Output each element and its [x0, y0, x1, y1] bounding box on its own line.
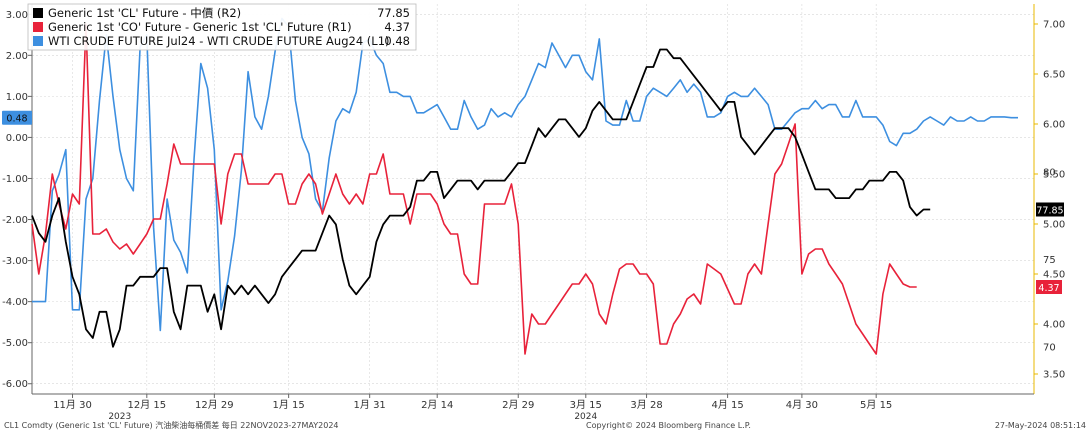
left-tick-label: -6.00	[2, 379, 28, 390]
left-tick-label: 3.00	[6, 10, 28, 21]
x-tick-label: 5月 15	[860, 399, 892, 411]
legend-label-blue: WTI CRUDE FUTURE Jul24 - WTI CRUDE FUTUR…	[48, 34, 390, 48]
x-tick-label: 4月 30	[786, 399, 818, 411]
x-tick-label: 3月 28	[630, 399, 662, 411]
x-tick-label: 3月 15	[570, 399, 602, 411]
year-label: 2024	[574, 412, 597, 422]
left-tick-label: 2.00	[6, 51, 28, 62]
r1-tick-label: 6.00	[1043, 120, 1065, 131]
left-tick-label: 0.00	[6, 133, 28, 144]
legend-box	[27, 3, 417, 51]
x-tick-label: 1月 15	[272, 399, 304, 411]
r1-axis-ticks: 7.00 6.50 6.00 5.50 5.00 4.50 4.00 3.50	[1034, 20, 1065, 381]
end-label-blue: 0.48	[6, 114, 27, 125]
grid-lines	[32, 4, 1034, 394]
legend-value-red: 4.37	[384, 20, 410, 34]
legend-label-black: Generic 1st 'CL' Future - 中價 (R2)	[48, 6, 241, 20]
left-tick-label: -3.00	[2, 256, 28, 267]
end-label-box-red	[1036, 280, 1062, 294]
legend-value-blue: 0.48	[384, 34, 410, 48]
x-tick-label: 11月 30	[53, 399, 92, 411]
legend-swatch-red	[33, 22, 43, 32]
left-tick-label: -4.00	[2, 297, 28, 308]
r2-tick-label: 80	[1043, 167, 1056, 178]
footer-timestamp: 27-May-2024 08:51:14	[995, 421, 1086, 430]
end-label-box-blue	[2, 110, 32, 125]
r1-tick-label: 6.50	[1043, 70, 1065, 81]
legend-value-black: 77.85	[377, 6, 410, 20]
series-line-black	[31, 48, 931, 348]
r1-tick-label: 5.50	[1043, 170, 1065, 181]
r1-tick-label: 4.00	[1043, 320, 1065, 331]
x-tick-label: 4月 15	[711, 399, 743, 411]
r2-tick-label: 70	[1043, 342, 1056, 353]
legend-label-red: Generic 1st 'CO' Future - Generic 1st 'C…	[48, 20, 352, 34]
left-tick-label: -5.00	[2, 338, 28, 349]
legend-swatch-black	[33, 8, 43, 18]
r1-tick-label: 5.00	[1043, 220, 1065, 231]
r1-tick-label: 4.50	[1043, 270, 1065, 281]
r1-tick-label: 3.50	[1043, 370, 1065, 381]
x-tick-label: 2月 29	[502, 399, 534, 411]
x-tick-label: 2月 14	[421, 399, 453, 411]
left-tick-label: -2.00	[2, 215, 28, 226]
series-line-blue	[32, 17, 1018, 332]
legend: Generic 1st 'CL' Future - 中價 (R2) 77.85 …	[27, 3, 417, 51]
x-axis-ticks: 11月 30 12月 15 12月 29 1月 15 1月 31 2月 14 2月 29 3月…	[53, 394, 892, 422]
legend-swatch-blue	[33, 36, 43, 46]
r2-tick-label: 75	[1043, 255, 1056, 266]
r2-axis-ticks: 80 75 70	[1043, 167, 1056, 353]
left-axis-ticks: 3.00 2.00 1.00 0.00 -1.00 -2.00 -3.00 -4.00 -5.0…	[2, 10, 32, 390]
x-tick-label: 12月 15	[127, 399, 166, 411]
r1-tick-label: 7.00	[1043, 20, 1065, 31]
end-label-box-black	[1036, 202, 1064, 217]
footer-copyright: Copyright© 2024 Bloomberg Finance L.P.	[586, 421, 751, 430]
left-tick-label: 1.00	[6, 92, 28, 103]
left-tick-label: -1.00	[2, 174, 28, 185]
x-tick-label: 1月 31	[354, 399, 386, 411]
series-lines	[31, 17, 1018, 355]
end-label-black: 77.85	[1036, 205, 1063, 216]
x-tick-label: 12月 29	[195, 399, 234, 411]
end-value-labels: 0.48 77.85 4.37	[2, 110, 1064, 294]
series-line-red	[31, 23, 917, 355]
year-label: 2023	[108, 412, 131, 422]
end-label-red: 4.37	[1038, 283, 1059, 294]
footer-source: CL1 Comdty (Generic 1st 'CL' Future) 汽油柴…	[4, 420, 339, 430]
